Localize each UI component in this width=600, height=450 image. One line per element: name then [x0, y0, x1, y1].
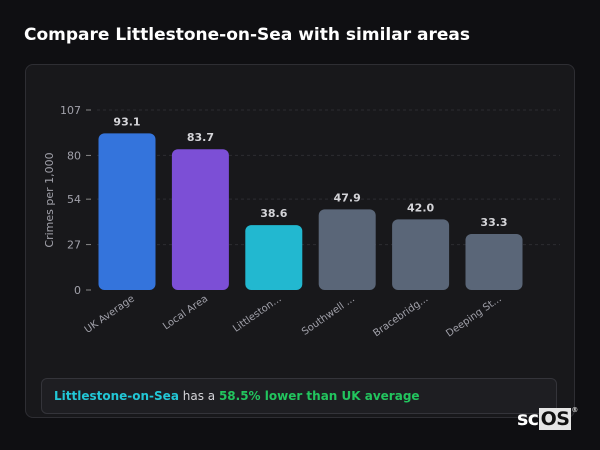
y-axis-label: Crimes per 1,000 [43, 152, 56, 247]
x-tick-label: Littleston... [231, 293, 283, 334]
x-tick-label: Deeping St... [444, 293, 503, 339]
summary-box: Littlestone-on-Sea has a 58.5% lower tha… [41, 378, 557, 414]
bar [318, 209, 376, 290]
summary-percent: 58.5% lower than UK average [218, 389, 420, 403]
bar [171, 149, 229, 290]
bar [465, 233, 523, 290]
x-tick-label: Local Area [161, 293, 210, 332]
logo-os: OS [538, 408, 572, 430]
y-tick-label: 107 [60, 104, 81, 117]
bar [98, 133, 156, 290]
bar-value-label: 33.3 [480, 216, 507, 229]
logo-reg: ® [571, 406, 578, 414]
bar-value-label: 38.6 [260, 207, 287, 220]
scos-logo: sc OS ® [517, 406, 578, 430]
x-tick-label: UK Average [83, 293, 137, 335]
bar-value-label: 42.0 [407, 201, 434, 214]
y-tick-label: 80 [67, 149, 81, 162]
logo-sc: sc [517, 408, 539, 430]
bar [392, 219, 450, 290]
x-tick-label: Bracebridg... [371, 293, 430, 339]
y-tick-label: 27 [67, 239, 81, 252]
bar-value-label: 83.7 [187, 131, 214, 144]
bar-value-label: 47.9 [334, 191, 361, 204]
page-title: Compare Littlestone-on-Sea with similar … [24, 25, 470, 45]
y-tick-label: 0 [74, 284, 81, 297]
bar [245, 225, 303, 290]
y-tick-label: 54 [67, 193, 81, 206]
summary-text: has a [178, 389, 219, 403]
summary-area: Littlestone-on-Sea [54, 389, 179, 403]
bar-value-label: 93.1 [113, 115, 140, 128]
x-tick-label: Southwell ... [300, 293, 357, 337]
